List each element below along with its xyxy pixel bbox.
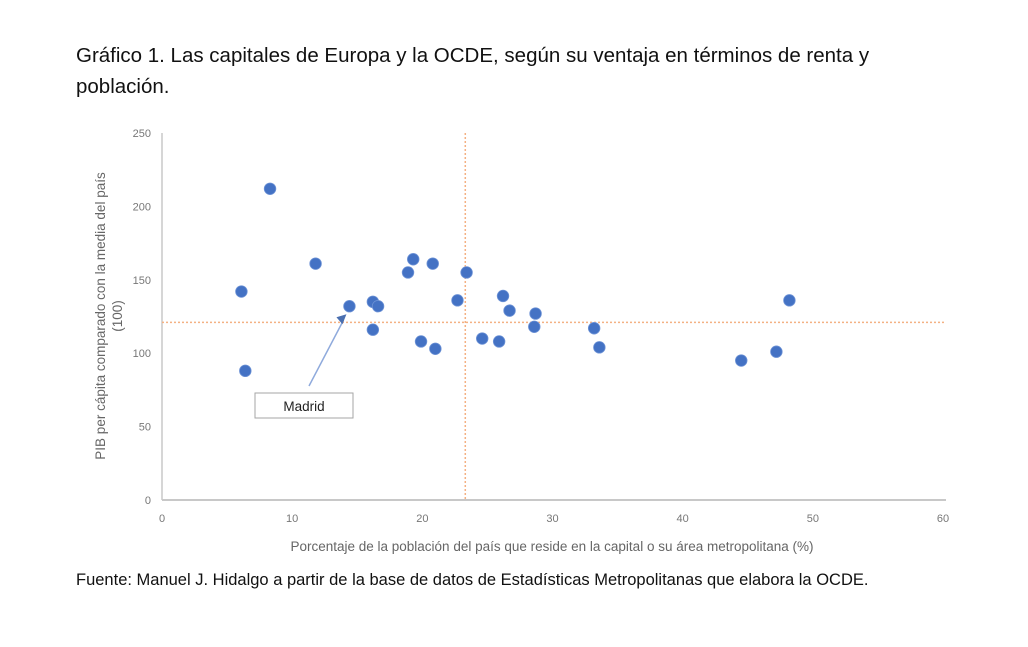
- data-point: [366, 323, 380, 336]
- data-point: [593, 341, 606, 354]
- data-point: [460, 266, 473, 279]
- x-tick-label: 10: [286, 513, 298, 525]
- annotation-box: [254, 392, 354, 419]
- data-point: [371, 300, 385, 313]
- data-point: [735, 354, 748, 367]
- y-tick-label: 200: [133, 201, 151, 213]
- data-point: [343, 300, 356, 313]
- data-point: [401, 266, 415, 279]
- x-tick-label: 50: [807, 513, 819, 525]
- data-point: [529, 307, 542, 320]
- data-point: [263, 182, 277, 195]
- annotation-arrowhead: [336, 314, 347, 325]
- data-point: [783, 294, 796, 307]
- x-tick-label: 0: [159, 513, 165, 525]
- y-tick-label: 50: [139, 422, 151, 434]
- data-point: [451, 294, 464, 307]
- y-axis-label: PIB per cápita comparado con la media de…: [93, 172, 125, 460]
- x-tick-label: 30: [546, 513, 558, 525]
- y-tick-label: 0: [145, 495, 151, 507]
- annotation-label: Madrid: [283, 399, 324, 414]
- data-point: [235, 285, 248, 298]
- y-tick-label: 150: [133, 275, 151, 287]
- y-tick-label: 250: [133, 128, 151, 140]
- data-point: [770, 345, 783, 358]
- x-tick-label: 40: [677, 513, 689, 525]
- chart-title: Gráfico 1. Las capitales de Europa y la …: [76, 44, 870, 98]
- data-point: [587, 322, 601, 335]
- data-point: [429, 342, 442, 355]
- data-point: [503, 304, 516, 317]
- data-point: [528, 320, 541, 333]
- data-point: [414, 335, 428, 348]
- data-point: [407, 253, 420, 266]
- data-point: [492, 335, 506, 348]
- x-tick-label: 60: [937, 513, 949, 525]
- chart-source: Fuente: Manuel J. Hidalgo a partir de la…: [76, 571, 869, 589]
- data-point: [476, 332, 489, 345]
- annotation-arrow: [308, 319, 345, 387]
- x-axis-label: Porcentaje de la población del país que …: [290, 539, 813, 554]
- x-tick-label: 20: [416, 513, 428, 525]
- data-point: [426, 257, 439, 270]
- data-point: [309, 257, 322, 270]
- y-tick-label: 100: [133, 348, 151, 360]
- data-point: [496, 289, 510, 303]
- data-point: [239, 364, 252, 378]
